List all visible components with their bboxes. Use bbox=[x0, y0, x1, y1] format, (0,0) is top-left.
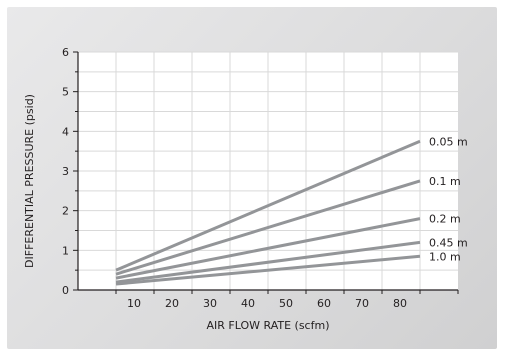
x-tick-label: 80 bbox=[393, 297, 407, 310]
series-label: 0.1 m bbox=[429, 175, 461, 188]
x-tick-label: 50 bbox=[279, 297, 293, 310]
y-tick-label: 6 bbox=[62, 46, 69, 59]
axes bbox=[73, 51, 459, 294]
y-tick-label: 2 bbox=[62, 205, 69, 218]
y-tick-label: 4 bbox=[62, 125, 69, 138]
series-label: 0.05 m bbox=[429, 135, 468, 148]
x-tick-label: 30 bbox=[203, 297, 217, 310]
x-tick-label: 10 bbox=[127, 297, 141, 310]
y-tick-label: 1 bbox=[62, 244, 69, 257]
series-label: 0.45 m bbox=[429, 236, 468, 249]
x-tick-label: 70 bbox=[355, 297, 369, 310]
series-label: 1.0 m bbox=[429, 250, 461, 263]
series-line bbox=[115, 139, 421, 272]
series-labels: 0.05 m 0.1 m 0.2 m 0.45 m1.0 m bbox=[429, 135, 468, 263]
series-line bbox=[115, 217, 421, 280]
series-label: 0.2 m bbox=[429, 213, 461, 226]
x-tick-label: 20 bbox=[165, 297, 179, 310]
y-tick-label: 3 bbox=[62, 165, 69, 178]
y-tick-label: 0 bbox=[62, 284, 69, 297]
x-axis-label: AIR FLOW RATE (scfm) bbox=[207, 319, 330, 332]
x-tick-label: 40 bbox=[241, 297, 255, 310]
series-lines bbox=[115, 139, 421, 286]
series-line bbox=[115, 254, 421, 286]
y-axis-label: DIFFERENTIAL PRESSURE (psid) bbox=[23, 94, 36, 268]
y-tick-label: 5 bbox=[62, 86, 69, 99]
tick-labels: 0 1 2 3 4 5 6 10 20 30 40 50 60 70 80 bbox=[62, 46, 407, 310]
series-line bbox=[115, 240, 421, 284]
series-line bbox=[115, 179, 421, 276]
x-tick-label: 60 bbox=[317, 297, 331, 310]
